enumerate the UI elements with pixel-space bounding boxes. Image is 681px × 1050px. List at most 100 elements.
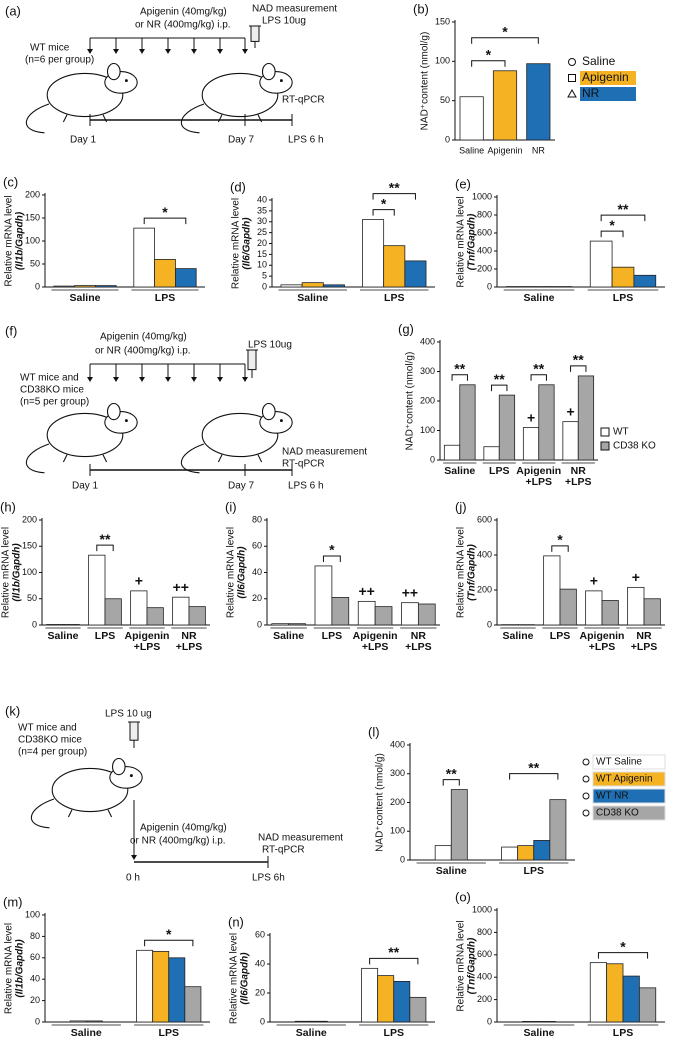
y-tick-label: 60 <box>255 929 265 939</box>
y-tick-label: 0 <box>400 854 405 864</box>
y-tick-label: 200 <box>22 514 37 524</box>
y-tick-label: 400 <box>390 739 405 749</box>
legend-label: WT <box>613 427 629 438</box>
mouse-body <box>46 72 124 118</box>
y-axis-label: Relative mRNA level <box>456 196 467 287</box>
schematic-text: Day 7 <box>228 135 255 146</box>
arrow-head <box>139 49 145 54</box>
legend-swatch <box>592 805 666 821</box>
panel-label: (m) <box>3 894 23 909</box>
significance-marker: ++ <box>173 579 189 595</box>
panel-label: (b) <box>413 1 429 16</box>
significance-label: ** <box>388 944 399 960</box>
bar <box>361 967 379 1023</box>
legend-label: CD38 KO <box>613 441 656 452</box>
x-tick-label: LPS <box>550 630 570 642</box>
y-tick-label: 400 <box>420 336 435 346</box>
significance-bracket <box>369 957 419 965</box>
mouse-ear <box>261 402 276 421</box>
mouse-feet <box>62 114 108 123</box>
bar <box>498 394 516 461</box>
bar <box>627 586 645 626</box>
y-tick-label: 0 <box>35 281 40 291</box>
bar <box>88 554 106 626</box>
mouse-icon <box>180 402 293 474</box>
y-axis-label: Relative mRNA level <box>226 527 237 618</box>
x-tick-label: Saline <box>71 1027 102 1039</box>
schematic-text: LPS 6h <box>252 873 285 884</box>
y-tick-label: 300 <box>420 366 435 376</box>
schematic-text: Day 7 <box>228 481 255 492</box>
schematic-text: Apigenin (40mg/kg) <box>140 7 227 18</box>
y-axis-label: (Tnf/Gapdh) <box>467 544 478 601</box>
mouse-feet <box>217 114 263 123</box>
mouse-ear <box>106 402 121 421</box>
mouse-ear <box>111 757 126 776</box>
mouse-ear <box>106 62 121 81</box>
schematic-text: or NR (400mg/kg) i.p. <box>135 20 231 31</box>
schematic-text: 0 h <box>126 873 140 884</box>
schematic-text: LPS 10ug <box>248 340 292 351</box>
y-tick-label: 200 <box>390 797 405 807</box>
bar <box>434 845 452 861</box>
y-tick-label: 400 <box>477 245 492 255</box>
arrow-head <box>217 49 223 54</box>
arrow-head <box>87 49 93 54</box>
y-tick-label: 1000 <box>472 904 492 914</box>
y-tick-label: 0 <box>257 619 262 629</box>
significance-marker: + <box>632 569 640 585</box>
x-tick-label: Saline <box>459 145 484 155</box>
y-tick-label: 5 <box>262 271 267 281</box>
y-axis-label: (Il6/Gapdh) <box>240 952 251 1005</box>
bar <box>522 427 540 461</box>
bar <box>69 1020 87 1023</box>
bar <box>538 384 555 461</box>
legend-marker <box>582 792 590 800</box>
bar <box>383 245 406 288</box>
mouse-eye <box>124 419 128 423</box>
significance-label: ** <box>454 360 465 376</box>
bar <box>585 590 603 626</box>
arrow-head <box>139 377 145 382</box>
x-tick-label: Apigenin +LPS <box>125 630 170 653</box>
y-axis-label: NAD⁺content (nmol/g) <box>420 32 431 131</box>
legend-swatch <box>592 771 666 787</box>
schematic-text: Day 1 <box>70 135 97 146</box>
legend-label: Apigenin <box>582 70 629 84</box>
legend-marker <box>582 758 590 766</box>
bar <box>188 606 206 626</box>
significance-label: * <box>486 46 492 62</box>
syringe <box>250 25 260 42</box>
x-tick-label: Saline <box>524 292 555 304</box>
schematic-text: or NR (400mg/kg) i.p. <box>130 836 226 847</box>
y-tick-label: 800 <box>477 209 492 219</box>
bar <box>606 963 624 1023</box>
significance-label: ** <box>528 759 539 775</box>
bar <box>146 607 164 626</box>
x-tick-label: Apigenin <box>487 145 522 155</box>
significance-label: ** <box>618 201 629 217</box>
bar <box>314 565 333 626</box>
y-axis-label: (Il1b/Gapdh) <box>15 939 26 998</box>
mouse-body <box>201 412 279 458</box>
significance-label: ** <box>389 179 400 195</box>
significance-label: ** <box>446 765 457 781</box>
x-tick-label: LPS <box>384 1027 404 1039</box>
legend-label: WT NR <box>596 791 629 802</box>
mouse-icon <box>180 62 293 134</box>
y-tick-label: 20 <box>30 995 40 1005</box>
significance-marker: ++ <box>359 583 375 599</box>
y-tick-label: 600 <box>477 949 492 959</box>
y-tick-label: 150 <box>435 16 450 26</box>
bar <box>184 986 202 1023</box>
panel-label: (a) <box>5 3 21 18</box>
significance-label: * <box>620 938 626 954</box>
mouse-tail <box>30 798 55 829</box>
bar <box>643 598 661 626</box>
y-tick-label: 300 <box>390 768 405 778</box>
x-tick-label: Saline <box>48 630 79 642</box>
y-tick-label: 100 <box>25 235 40 245</box>
syringe <box>129 721 139 741</box>
y-axis-label: (Tnf/Gapdh) <box>467 213 478 270</box>
